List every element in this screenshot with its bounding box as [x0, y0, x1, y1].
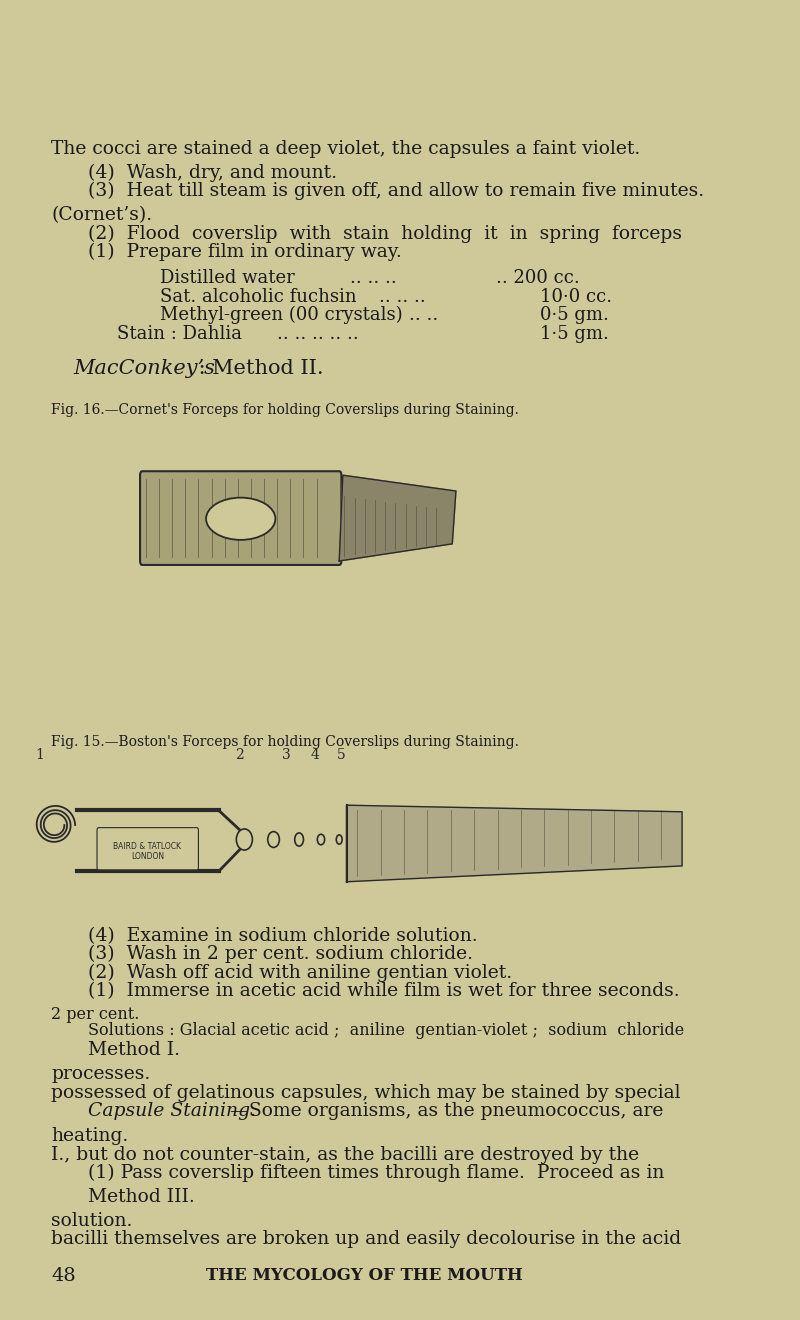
Text: (4)  Wash, dry, and mount.: (4) Wash, dry, and mount. — [87, 164, 337, 182]
Polygon shape — [339, 475, 456, 561]
Text: possessed of gelatinous capsules, which may be stained by special: possessed of gelatinous capsules, which … — [51, 1084, 681, 1102]
Text: Capsule Staining.: Capsule Staining. — [87, 1102, 256, 1121]
Text: BAIRD & TATLOCK
LONDON: BAIRD & TATLOCK LONDON — [114, 842, 182, 861]
Text: MacConkey’s: MacConkey’s — [73, 359, 215, 378]
Text: (1)  Immerse in acetic acid while film is wet for three seconds.: (1) Immerse in acetic acid while film is… — [87, 982, 679, 1001]
Text: .. .. .. .. ..: .. .. .. .. .. — [278, 325, 359, 343]
Text: (4)  Examine in sodium chloride solution.: (4) Examine in sodium chloride solution. — [87, 927, 477, 945]
Text: 48: 48 — [51, 1267, 76, 1286]
Text: .. .. ..: .. .. .. — [350, 269, 397, 288]
Text: 10·0 cc.: 10·0 cc. — [540, 288, 612, 306]
Text: Fig. 15.—Boston's Forceps for holding Coverslips during Staining.: Fig. 15.—Boston's Forceps for holding Co… — [51, 735, 519, 750]
Text: 3: 3 — [282, 748, 291, 763]
Text: 4: 4 — [310, 748, 319, 763]
Text: processes.: processes. — [51, 1065, 150, 1084]
Ellipse shape — [268, 832, 279, 847]
Text: 1: 1 — [36, 748, 45, 763]
Text: .. ..: .. .. — [409, 306, 438, 325]
Text: Distilled water: Distilled water — [161, 269, 295, 288]
Text: solution.: solution. — [51, 1212, 133, 1230]
Text: 0·5 gm.: 0·5 gm. — [540, 306, 609, 325]
Text: Method III.: Method III. — [87, 1188, 194, 1206]
Text: Stain : Dahlia: Stain : Dahlia — [117, 325, 242, 343]
Text: 5: 5 — [337, 748, 346, 763]
Text: Sat. alcoholic fuchsin: Sat. alcoholic fuchsin — [161, 288, 357, 306]
Text: —Some organisms, as the pneumococcus, are: —Some organisms, as the pneumococcus, ar… — [230, 1102, 663, 1121]
Text: : Method II.: : Method II. — [192, 359, 323, 378]
Text: .. 200 cc.: .. 200 cc. — [496, 269, 580, 288]
Ellipse shape — [236, 829, 252, 850]
FancyBboxPatch shape — [97, 828, 198, 870]
Text: (Cornet’s).: (Cornet’s). — [51, 206, 152, 224]
Text: 2: 2 — [235, 748, 244, 763]
Text: (3)  Wash in 2 per cent. sodium chloride.: (3) Wash in 2 per cent. sodium chloride. — [87, 945, 473, 964]
Text: I., but do not counter-stain, as the bacilli are destroyed by the: I., but do not counter-stain, as the bac… — [51, 1146, 639, 1164]
Text: (3)  Heat till steam is given off, and allow to remain five minutes.: (3) Heat till steam is given off, and al… — [87, 182, 704, 201]
Polygon shape — [346, 805, 682, 882]
FancyBboxPatch shape — [140, 471, 342, 565]
Text: 2 per cent.: 2 per cent. — [51, 1006, 139, 1023]
Ellipse shape — [206, 498, 275, 540]
Text: THE MYCOLOGY OF THE MOUTH: THE MYCOLOGY OF THE MOUTH — [206, 1267, 523, 1284]
Text: Method I.: Method I. — [87, 1041, 179, 1060]
Text: bacilli themselves are broken up and easily decolourise in the acid: bacilli themselves are broken up and eas… — [51, 1230, 681, 1249]
Text: (1) Pass coverslip fifteen times through flame.  Proceed as in: (1) Pass coverslip fifteen times through… — [87, 1164, 664, 1183]
Text: Methyl-green (00 crystals): Methyl-green (00 crystals) — [161, 306, 403, 325]
Text: .. .. ..: .. .. .. — [379, 288, 426, 306]
Text: The cocci are stained a deep violet, the capsules a faint violet.: The cocci are stained a deep violet, the… — [51, 140, 640, 158]
Text: (1)  Prepare film in ordinary way.: (1) Prepare film in ordinary way. — [87, 243, 402, 261]
Text: (2)  Wash off acid with aniline gentian violet.: (2) Wash off acid with aniline gentian v… — [87, 964, 512, 982]
Text: Fig. 16.—Cornet's Forceps for holding Coverslips during Staining.: Fig. 16.—Cornet's Forceps for holding Co… — [51, 403, 519, 417]
Text: 1·5 gm.: 1·5 gm. — [540, 325, 609, 343]
Text: (2)  Flood  coverslip  with  stain  holding  it  in  spring  forceps: (2) Flood coverslip with stain holding i… — [87, 224, 682, 243]
Text: Solutions : Glacial acetic acid ;  aniline  gentian-violet ;  sodium  chloride: Solutions : Glacial acetic acid ; anilin… — [87, 1022, 684, 1039]
Text: heating.: heating. — [51, 1127, 128, 1146]
Ellipse shape — [294, 833, 303, 846]
Ellipse shape — [336, 836, 342, 845]
Ellipse shape — [318, 834, 325, 845]
